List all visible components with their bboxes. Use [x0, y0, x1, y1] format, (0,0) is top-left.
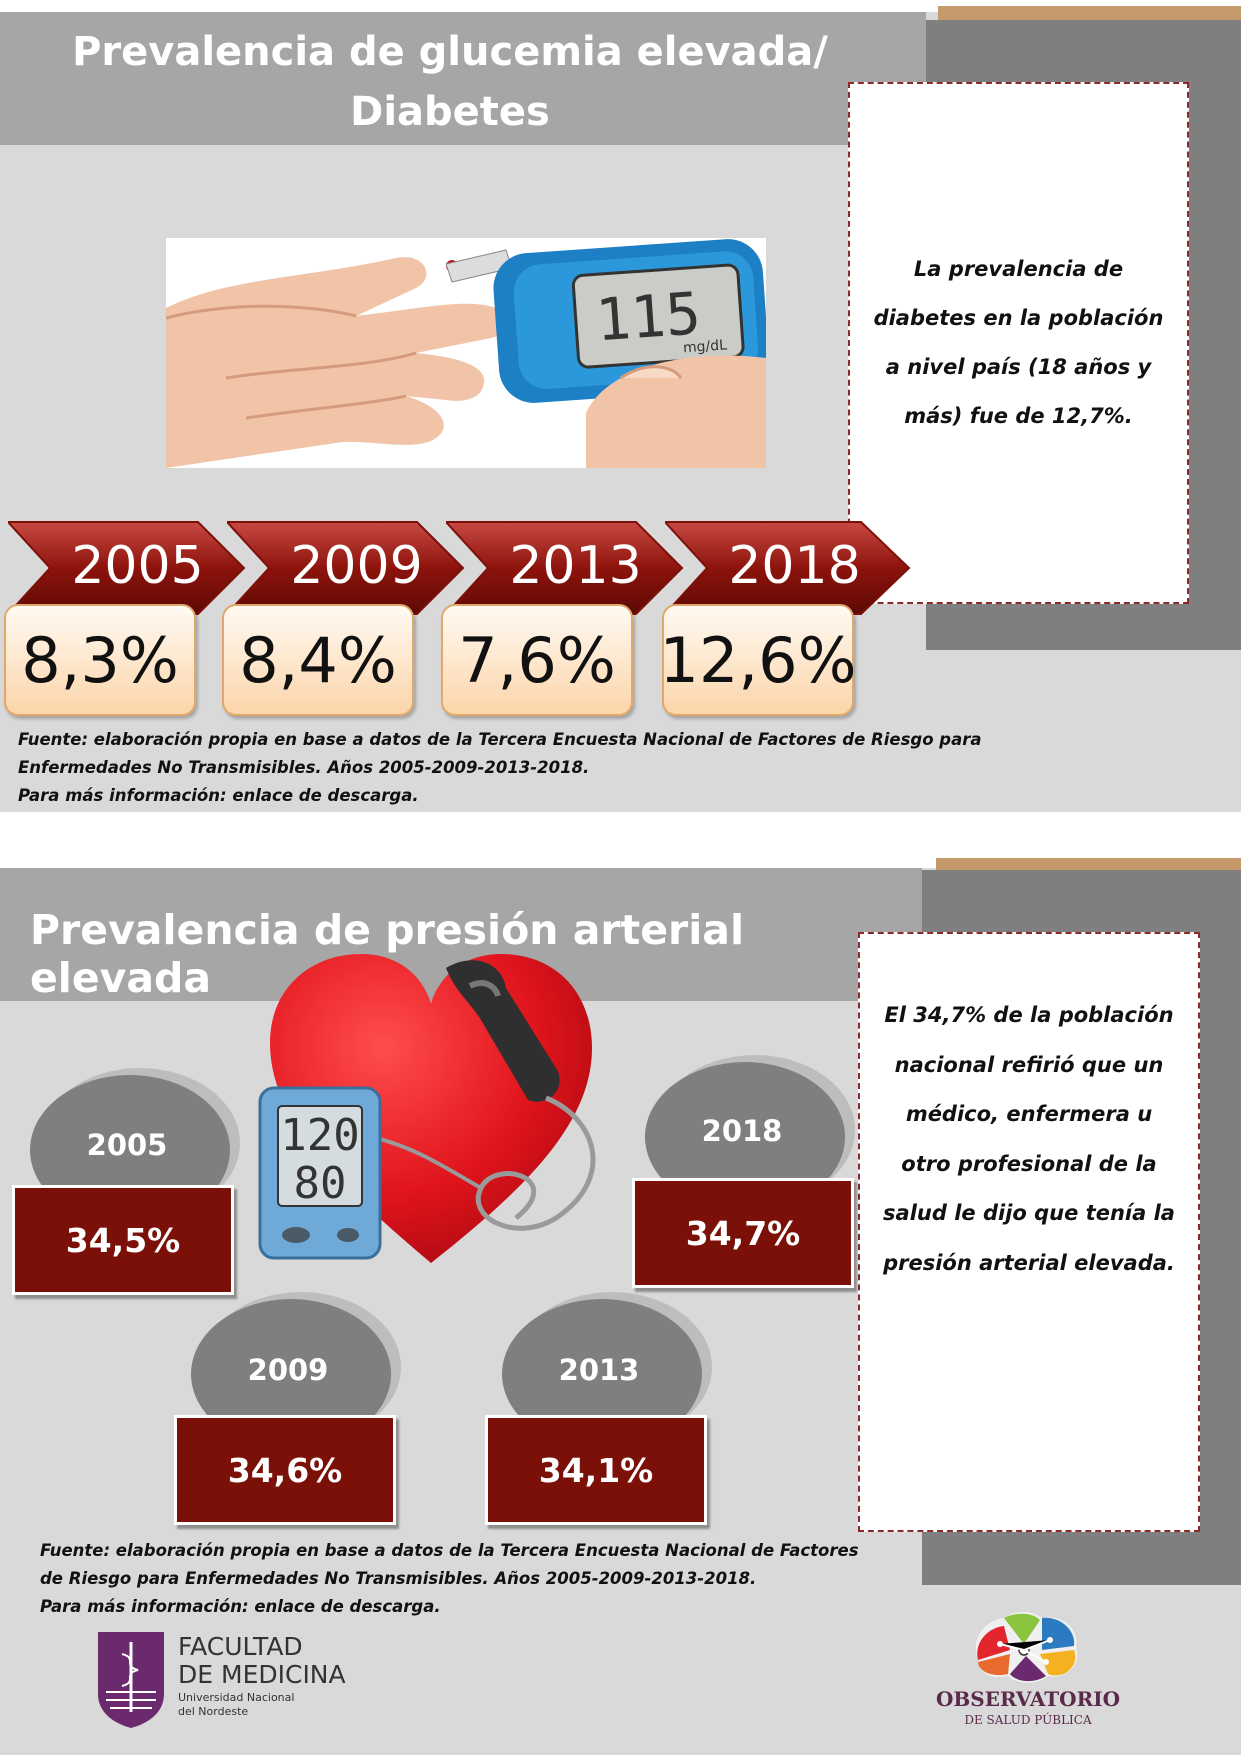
pressure-value-2018: 34,7%	[632, 1178, 854, 1288]
diabetes-source-line3[interactable]: Para más información: enlace de descarga…	[18, 786, 419, 805]
pressure-year-2009: 2009	[247, 1353, 329, 1387]
diabetes-title-line1: Prevalencia de glucemia elevada/	[72, 29, 828, 75]
pressure-source-line3[interactable]: Para más información: enlace de descarga…	[40, 1597, 441, 1616]
diabetes-value-2013: 7,6%	[441, 604, 633, 716]
pressure-source: Fuente: elaboración propia en base a dat…	[40, 1537, 859, 1621]
diabetes-value-2009: 8,4%	[222, 604, 414, 716]
diabetes-title-line2: Diabetes	[350, 89, 550, 135]
facultad-sub1: Universidad Nacional	[178, 1691, 295, 1704]
arrow-2005	[8, 521, 246, 615]
glucose-meter-illustration: 115 mg/dL	[166, 238, 766, 468]
facultad-line1: FACULTAD	[178, 1632, 303, 1661]
observatorio-line2: DE SALUD PÚBLICA	[964, 1713, 1092, 1727]
diabetes-title-band	[0, 12, 926, 145]
monitor-diastolic: 80	[294, 1158, 347, 1209]
arrow-2013	[446, 521, 684, 615]
diabetes-info-box: La prevalencia de diabetes en la poblaci…	[848, 82, 1189, 604]
facultad-shield-logo	[98, 1632, 164, 1728]
facultad-logo-text: FACULTAD DE MEDICINA Universidad Naciona…	[178, 1633, 346, 1719]
diabetes-year-2005: 2005	[71, 536, 204, 596]
diabetes-year-2018: 2018	[728, 536, 861, 596]
diabetes-source: Fuente: elaboración propia en base a dat…	[18, 726, 982, 810]
facultad-line2: DE MEDICINA	[178, 1660, 346, 1689]
diabetes-year-2013: 2013	[509, 536, 642, 596]
observatorio-logo-text: OBSERVATORIO DE SALUD PÚBLICA	[898, 1686, 1158, 1728]
diabetes-source-line2: Enfermedades No Transmisibles. Años 2005…	[18, 758, 590, 777]
diabetes-info-text: La prevalencia de diabetes en la poblaci…	[873, 257, 1164, 428]
diabetes-value-2018: 12,6%	[660, 604, 856, 716]
pressure-title: Prevalencia de presión arterial elevada	[30, 906, 744, 1002]
pressure-source-line1: Fuente: elaboración propia en base a dat…	[40, 1541, 859, 1560]
facultad-sub2: del Nordeste	[178, 1705, 249, 1718]
meter-reading: 115	[594, 279, 703, 354]
pressure-value-2005: 34,5%	[12, 1185, 234, 1295]
arrow-2009	[227, 521, 465, 615]
pressure-info-box: El 34,7% de la población nacional refiri…	[858, 932, 1200, 1532]
observatorio-line1: OBSERVATORIO	[935, 1687, 1120, 1711]
pressure-year-2005: 2005	[86, 1128, 168, 1162]
observatorio-brain-logo	[975, 1612, 1078, 1683]
pressure-year-2013: 2013	[558, 1353, 640, 1387]
diabetes-year-2009: 2009	[290, 536, 423, 596]
monitor-systolic: 120	[280, 1110, 359, 1161]
diabetes-title: Prevalencia de glucemia elevada/ Diabete…	[0, 22, 900, 142]
diabetes-value-2005: 8,3%	[4, 604, 196, 716]
pressure-value-2013: 34,1%	[485, 1415, 707, 1525]
pressure-info-text: El 34,7% de la población nacional refiri…	[883, 1003, 1175, 1275]
arrow-2018	[665, 521, 911, 615]
pressure-year-2018: 2018	[701, 1114, 783, 1148]
pressure-value-2009: 34,6%	[174, 1415, 396, 1525]
diabetes-source-line1: Fuente: elaboración propia en base a dat…	[18, 730, 982, 749]
pressure-source-line2: de Riesgo para Enfermedades No Transmisi…	[40, 1569, 757, 1588]
meter-unit: mg/dL	[682, 337, 727, 356]
heart-monitor-illustration: 120 80	[258, 954, 596, 1263]
